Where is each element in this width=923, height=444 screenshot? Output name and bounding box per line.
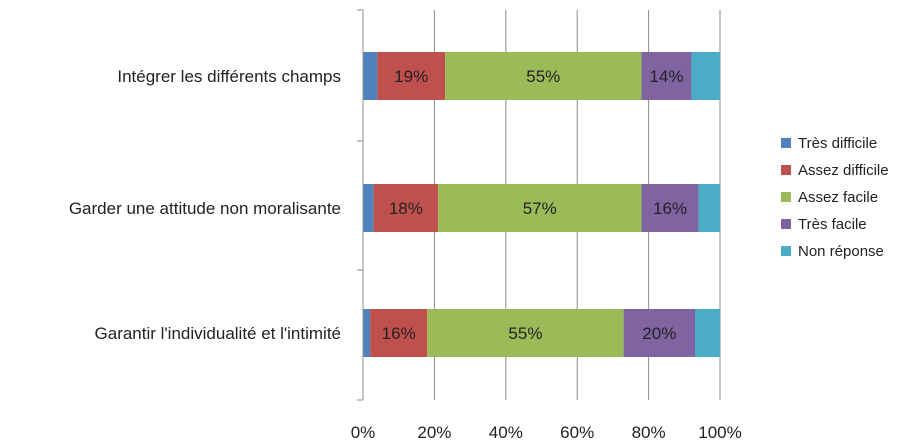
data-label: 16% <box>653 199 687 218</box>
legend-swatch <box>781 138 791 148</box>
bar-segment <box>363 52 378 100</box>
bar-segment <box>363 184 374 232</box>
x-tick-label: 40% <box>489 423 523 442</box>
data-label: 18% <box>389 199 423 218</box>
category-label: Intégrer les différents champs <box>117 67 341 86</box>
bar-segment <box>363 309 371 357</box>
data-label: 55% <box>526 67 560 86</box>
x-tick-label: 100% <box>698 423 741 442</box>
legend-swatch <box>781 165 791 175</box>
bar-segment <box>695 309 720 357</box>
bar-segment <box>370 309 428 357</box>
legend-label: Non réponse <box>798 243 884 260</box>
category-label: Garantir l'individualité et l'intimité <box>95 324 341 343</box>
x-tick-label: 80% <box>632 423 666 442</box>
bars: 19% 55% 14% 18% 57% 16% 16% 55% 20% <box>363 52 720 357</box>
bar-segment <box>437 184 642 232</box>
legend-label: Très difficile <box>798 135 877 152</box>
bar-segment <box>691 52 720 100</box>
data-label: 16% <box>382 324 416 343</box>
data-label: 14% <box>649 67 683 86</box>
x-tick-label: 60% <box>560 423 594 442</box>
x-tick-label: 0% <box>351 423 376 442</box>
bar-segment <box>427 309 624 357</box>
legend-swatch <box>781 192 791 202</box>
bar-segment <box>373 184 438 232</box>
category-label: Garder une attitude non moralisante <box>69 199 341 218</box>
legend-label: Assez facile <box>798 189 878 206</box>
bar-segment <box>623 309 696 357</box>
axes: 0% 20% 40% 60% 80% 100% Intégrer les différent… <box>69 9 742 442</box>
bar-segment <box>698 184 720 232</box>
data-label: 20% <box>642 324 676 343</box>
data-label: 55% <box>508 324 542 343</box>
data-label: 19% <box>394 67 428 86</box>
bar-segment <box>641 52 692 100</box>
x-tick-label: 20% <box>417 423 451 442</box>
legend-swatch <box>781 219 791 229</box>
legend-swatch <box>781 246 791 256</box>
data-label: 57% <box>523 199 557 218</box>
legend-label: Très facile <box>798 216 867 233</box>
bar-segment <box>377 52 446 100</box>
legend: Très difficile Assez difficile Assez facil… <box>781 135 889 260</box>
bar-segment <box>445 52 642 100</box>
legend-label: Assez difficile <box>798 162 889 179</box>
bar-segment <box>641 184 699 232</box>
